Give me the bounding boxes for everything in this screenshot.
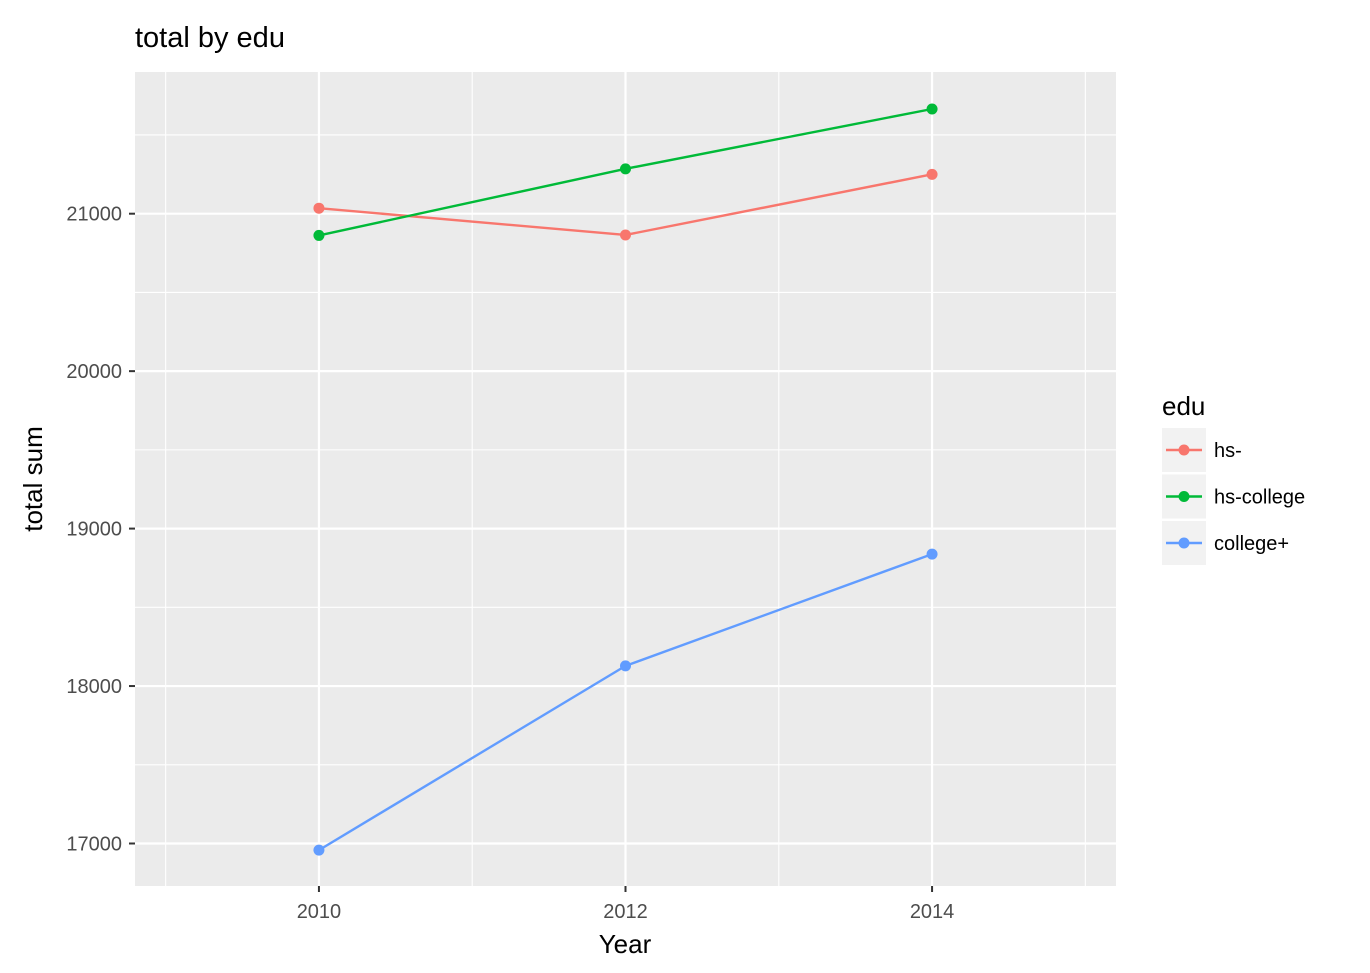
x-tick-label: 2014 — [910, 901, 955, 923]
x-tick-label: 2012 — [603, 901, 648, 923]
legend-item-hs-college: hs-college — [1162, 474, 1305, 519]
data-point — [926, 103, 938, 115]
y-axis-label: total sum — [18, 426, 48, 532]
legend-label: hs- — [1214, 440, 1242, 462]
legend-label: hs-college — [1214, 487, 1305, 509]
x-axis: 2010 2012 2014 — [297, 886, 955, 923]
data-point — [313, 229, 325, 241]
legend-key-point — [1178, 444, 1190, 456]
data-point — [926, 168, 938, 180]
y-tick-label: 19000 — [66, 519, 122, 541]
y-tick-label: 17000 — [66, 833, 122, 855]
data-point — [620, 660, 631, 672]
data-point — [620, 229, 631, 241]
y-tick-label: 21000 — [66, 204, 122, 226]
series-hs- — [313, 168, 938, 241]
legend-item-college+: college+ — [1162, 521, 1289, 565]
legend-title: edu — [1162, 391, 1205, 421]
chart-title: total by edu — [135, 22, 285, 54]
data-point — [313, 202, 325, 214]
data-point — [620, 163, 631, 175]
data-point — [926, 548, 938, 560]
legend-key-point — [1178, 537, 1190, 549]
data-point — [313, 844, 325, 856]
legend-label: college+ — [1214, 533, 1289, 555]
series-college+ — [313, 548, 938, 856]
x-axis-label: Year — [599, 929, 652, 959]
legend-item-hs-: hs- — [1162, 428, 1242, 472]
series-hs-college — [313, 103, 938, 241]
y-tick-label: 20000 — [66, 361, 122, 383]
y-axis: 17000 18000 19000 20000 21000 — [66, 204, 135, 855]
major-gridlines — [135, 72, 1116, 886]
series-layer — [313, 103, 938, 856]
legend-key-point — [1178, 491, 1190, 502]
y-tick-label: 18000 — [66, 676, 122, 698]
x-tick-label: 2010 — [297, 901, 342, 923]
legend: edu hs-hs-college college+ — [1162, 391, 1305, 565]
